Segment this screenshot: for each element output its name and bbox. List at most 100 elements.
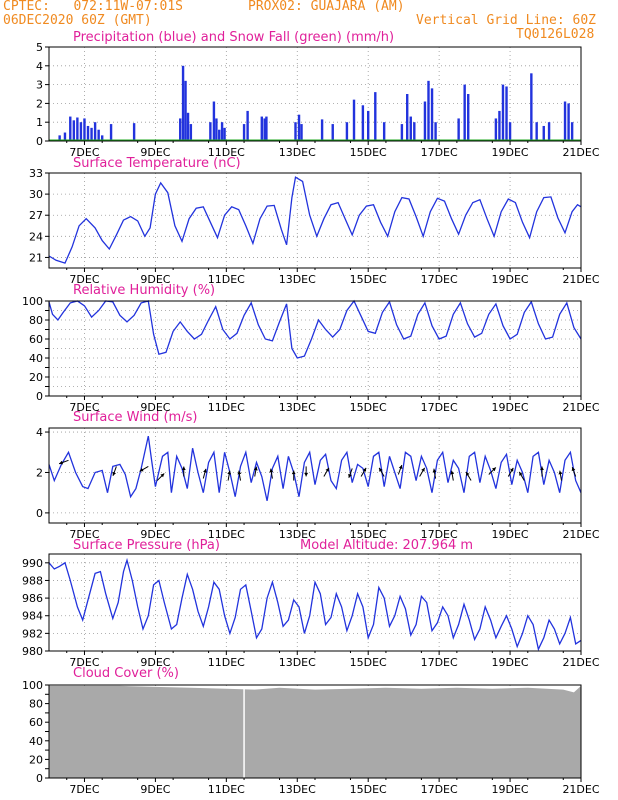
panel-title: Surface Temperature (nC) <box>73 156 241 171</box>
precip-bar <box>423 101 427 141</box>
precip-bar <box>218 129 221 141</box>
precip-bar <box>246 110 249 141</box>
precip-bar <box>265 116 268 141</box>
x-tick-label: 9DEC <box>140 656 170 669</box>
y-tick-label: 5 <box>36 41 43 54</box>
y-tick-label: 60 <box>29 716 43 729</box>
y-tick-label: 988 <box>22 574 43 587</box>
precip-bar <box>215 118 218 141</box>
x-tick-label: 21DEC <box>562 273 599 286</box>
y-tick-label: 2 <box>36 97 43 110</box>
x-tick-label: 21DEC <box>562 401 599 414</box>
panel-subtitle: Model Altitude: 207.964 m <box>300 538 473 553</box>
precip-bar <box>427 80 430 141</box>
precip-bar <box>93 122 97 141</box>
wind-arrow-head <box>571 467 576 472</box>
wind-arrow-head <box>519 471 523 476</box>
x-tick-label: 11DEC <box>208 401 245 414</box>
y-tick-label: 990 <box>22 557 43 570</box>
y-tick-label: 24 <box>29 230 43 243</box>
precip-bar <box>63 132 67 141</box>
precip-bar <box>79 122 83 141</box>
header-location: CPTEC: 072:11W-07:01S <box>3 0 184 14</box>
y-tick-label: 0 <box>36 135 43 148</box>
y-tick-label: 4 <box>36 60 43 73</box>
wind-arrow-head <box>421 467 425 472</box>
precip-bar <box>505 86 508 141</box>
x-tick-label: 7DEC <box>69 273 99 286</box>
y-tick-label: 100 <box>22 679 43 692</box>
y-tick-label: 21 <box>29 251 43 264</box>
x-tick-label: 17DEC <box>421 528 458 541</box>
x-tick-label: 17DEC <box>421 146 458 159</box>
wind-arrow-head <box>492 467 496 472</box>
wind-arrow-head <box>59 460 64 465</box>
x-tick-label: 19DEC <box>492 528 529 541</box>
x-tick-label: 17DEC <box>421 656 458 669</box>
x-tick-label: 15DEC <box>350 146 387 159</box>
wind-arrow-head <box>160 473 165 478</box>
wind-arrow-head <box>432 468 437 473</box>
y-tick-label: 33 <box>29 167 43 180</box>
x-tick-label: 21DEC <box>562 783 599 796</box>
precip-bar <box>132 123 136 141</box>
precip-bar <box>179 118 182 141</box>
panel-title: Relative Humidity (%) <box>73 283 215 298</box>
wind-arrow-head <box>325 467 329 472</box>
x-tick-label: 17DEC <box>421 401 458 414</box>
panel-pres: Surface Pressure (hPa) Model Altitude: 20… <box>22 538 600 669</box>
wind-arrow-head <box>450 470 455 475</box>
header-product-code: TQ0126L028 <box>516 27 595 42</box>
precip-bar <box>220 122 224 141</box>
x-tick-label: 13DEC <box>279 401 316 414</box>
x-tick-label: 15DEC <box>350 273 387 286</box>
panel-title: Surface Pressure (hPa) <box>73 538 220 553</box>
x-tick-label: 21DEC <box>562 528 599 541</box>
x-tick-label: 9DEC <box>140 146 170 159</box>
precip-bar <box>263 118 266 141</box>
precip-bar <box>260 116 263 141</box>
wind-arrow-head <box>362 467 367 472</box>
x-tick-label: 15DEC <box>350 528 387 541</box>
precip-bar <box>530 73 533 141</box>
y-tick-label: 60 <box>29 333 43 346</box>
precip-bar <box>90 127 93 141</box>
precip-bar <box>189 124 193 141</box>
precip-bar <box>508 122 512 141</box>
wind-arrow-head <box>304 472 309 477</box>
y-tick-label: 0 <box>36 772 43 785</box>
panel-rh: Relative Humidity (%) 0 20 40 60 80 100 7DEC 9DE… <box>22 283 600 414</box>
panel-temp: Surface Temperature (nC) 21 24 27 30 33 7DEC 9D… <box>29 156 600 286</box>
y-tick-label: 4 <box>36 426 43 439</box>
precip-bar <box>186 112 190 141</box>
x-tick-label: 13DEC <box>279 783 316 796</box>
precip-bar <box>97 129 100 141</box>
y-tick-label: 20 <box>29 753 43 766</box>
x-tick-label: 7DEC <box>69 656 99 669</box>
precip-bar <box>58 135 61 141</box>
precip-bar <box>300 124 303 141</box>
precip-bar <box>567 103 570 141</box>
y-tick-label: 984 <box>22 610 43 623</box>
panel-frame <box>48 427 582 524</box>
y-tick-label: 0 <box>36 507 43 520</box>
wind-arrow-head <box>181 466 186 470</box>
x-tick-label: 13DEC <box>279 273 316 286</box>
cloud-area <box>49 685 581 778</box>
precip-bar <box>101 135 104 141</box>
precip-bar <box>434 122 437 141</box>
y-tick-label: 100 <box>22 295 43 308</box>
x-tick-label: 9DEC <box>140 401 170 414</box>
x-tick-label: 9DEC <box>140 783 170 796</box>
x-tick-label: 13DEC <box>279 146 316 159</box>
precip-bar <box>382 122 386 141</box>
pres-series-line <box>48 557 582 652</box>
precip-bar <box>69 116 72 141</box>
y-tick-label: 80 <box>29 314 43 327</box>
x-tick-label: 21DEC <box>562 656 599 669</box>
header-station: PROX02: GUAJARA (AM) <box>248 0 405 14</box>
precip-bar <box>374 92 377 141</box>
precip-bar <box>409 116 412 141</box>
